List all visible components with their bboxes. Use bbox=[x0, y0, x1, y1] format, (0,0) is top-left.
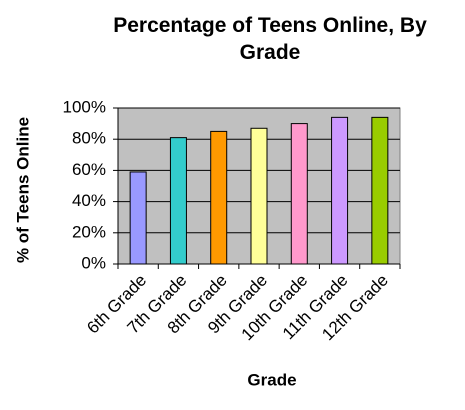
x-axis-title: Grade bbox=[247, 370, 296, 389]
y-tick-label: 80% bbox=[72, 129, 106, 148]
bar bbox=[210, 130, 228, 265]
y-tick-label: 60% bbox=[72, 160, 106, 179]
chart-title: Percentage of Teens Online, By Grade bbox=[113, 14, 427, 64]
y-axis-title: % of Teens Online bbox=[13, 117, 32, 263]
bar bbox=[169, 137, 187, 265]
bar bbox=[371, 116, 389, 265]
bar bbox=[250, 127, 268, 265]
bar bbox=[129, 171, 147, 265]
bar bbox=[331, 116, 349, 265]
y-tick-label: 100% bbox=[63, 97, 106, 116]
y-tick-label: 0% bbox=[81, 253, 106, 272]
y-tick-label: 20% bbox=[72, 222, 106, 241]
bar bbox=[290, 123, 308, 265]
y-tick-label: 40% bbox=[72, 191, 106, 210]
